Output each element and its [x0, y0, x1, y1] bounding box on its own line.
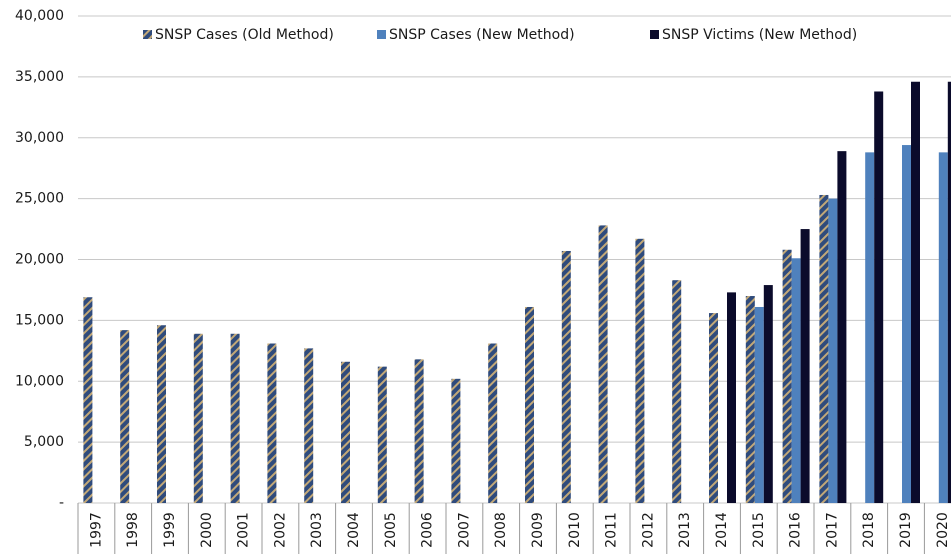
y-tick-label: 25,000	[15, 191, 64, 207]
x-tick-label: 2000	[199, 512, 215, 548]
legend-swatch	[650, 30, 659, 39]
bar	[157, 325, 166, 503]
x-tick-label: 2013	[677, 512, 693, 548]
y-tick-label: 10,000	[15, 373, 64, 389]
x-tick-label: 2005	[383, 512, 399, 548]
y-tick-label: 5,000	[24, 434, 64, 450]
bar	[120, 330, 130, 503]
x-tick-label: 2014	[714, 512, 730, 548]
x-tick-label: 2009	[530, 512, 546, 548]
bar	[414, 359, 424, 503]
x-tick-label: 2003	[309, 512, 325, 548]
bar	[782, 249, 792, 503]
bar	[451, 378, 461, 503]
x-tick-label: 2016	[788, 512, 804, 548]
legend-swatch	[377, 30, 386, 39]
bar	[525, 306, 534, 503]
bar	[727, 292, 736, 503]
bar	[267, 343, 277, 503]
x-tick-label: 2015	[751, 512, 767, 548]
bar	[672, 280, 682, 503]
bar	[83, 297, 93, 503]
x-tick-label: 1997	[88, 512, 104, 548]
y-tick-label: -	[59, 495, 64, 511]
y-tick-label: 30,000	[15, 130, 64, 146]
x-tick-label: 2007	[456, 512, 472, 548]
bar	[763, 285, 773, 503]
x-tick-label: 2008	[493, 512, 509, 548]
x-tick-label: 2017	[824, 512, 840, 548]
bar	[938, 152, 948, 504]
x-tick-label: 2011	[604, 512, 620, 548]
bar	[911, 81, 920, 504]
y-tick-label: 20,000	[15, 252, 64, 268]
x-tick-label: 2020	[935, 512, 951, 548]
x-tick-label: 1998	[125, 512, 141, 548]
bar	[874, 91, 884, 504]
x-tick-label: 2019	[898, 512, 914, 548]
x-tick-label: 2006	[420, 512, 436, 548]
x-tick-label: 2002	[272, 512, 288, 548]
bar	[828, 198, 838, 503]
bar	[377, 366, 387, 503]
x-tick-label: 1999	[162, 512, 178, 548]
bar	[800, 229, 810, 503]
bar	[598, 225, 608, 503]
x-tick-label: 2004	[346, 512, 362, 548]
bar	[561, 250, 571, 503]
legend-label: SNSP Victims (New Method)	[662, 27, 857, 43]
bar	[837, 151, 847, 503]
bar	[709, 313, 718, 503]
y-tick-label: 35,000	[15, 69, 64, 85]
bar	[947, 81, 951, 504]
bar	[193, 333, 203, 503]
legend-label: SNSP Cases (New Method)	[389, 27, 575, 43]
x-tick-label: 2018	[861, 512, 877, 548]
bar	[635, 238, 645, 504]
bar	[754, 306, 764, 503]
x-tick-label: 2012	[640, 512, 656, 548]
bar	[902, 145, 911, 503]
bar	[341, 361, 350, 503]
x-tick-label: 2010	[567, 512, 583, 548]
x-tick-label: 2001	[236, 512, 252, 548]
bar	[230, 333, 240, 503]
bar	[865, 152, 875, 504]
bar	[819, 194, 829, 503]
y-tick-label: 15,000	[15, 312, 64, 328]
legend-label: SNSP Cases (Old Method)	[155, 27, 334, 43]
y-tick-label: 40,000	[15, 8, 64, 24]
legend-swatch	[143, 30, 152, 39]
bar	[745, 296, 755, 503]
bar	[304, 348, 314, 503]
bar	[488, 343, 498, 503]
bar	[791, 258, 801, 503]
